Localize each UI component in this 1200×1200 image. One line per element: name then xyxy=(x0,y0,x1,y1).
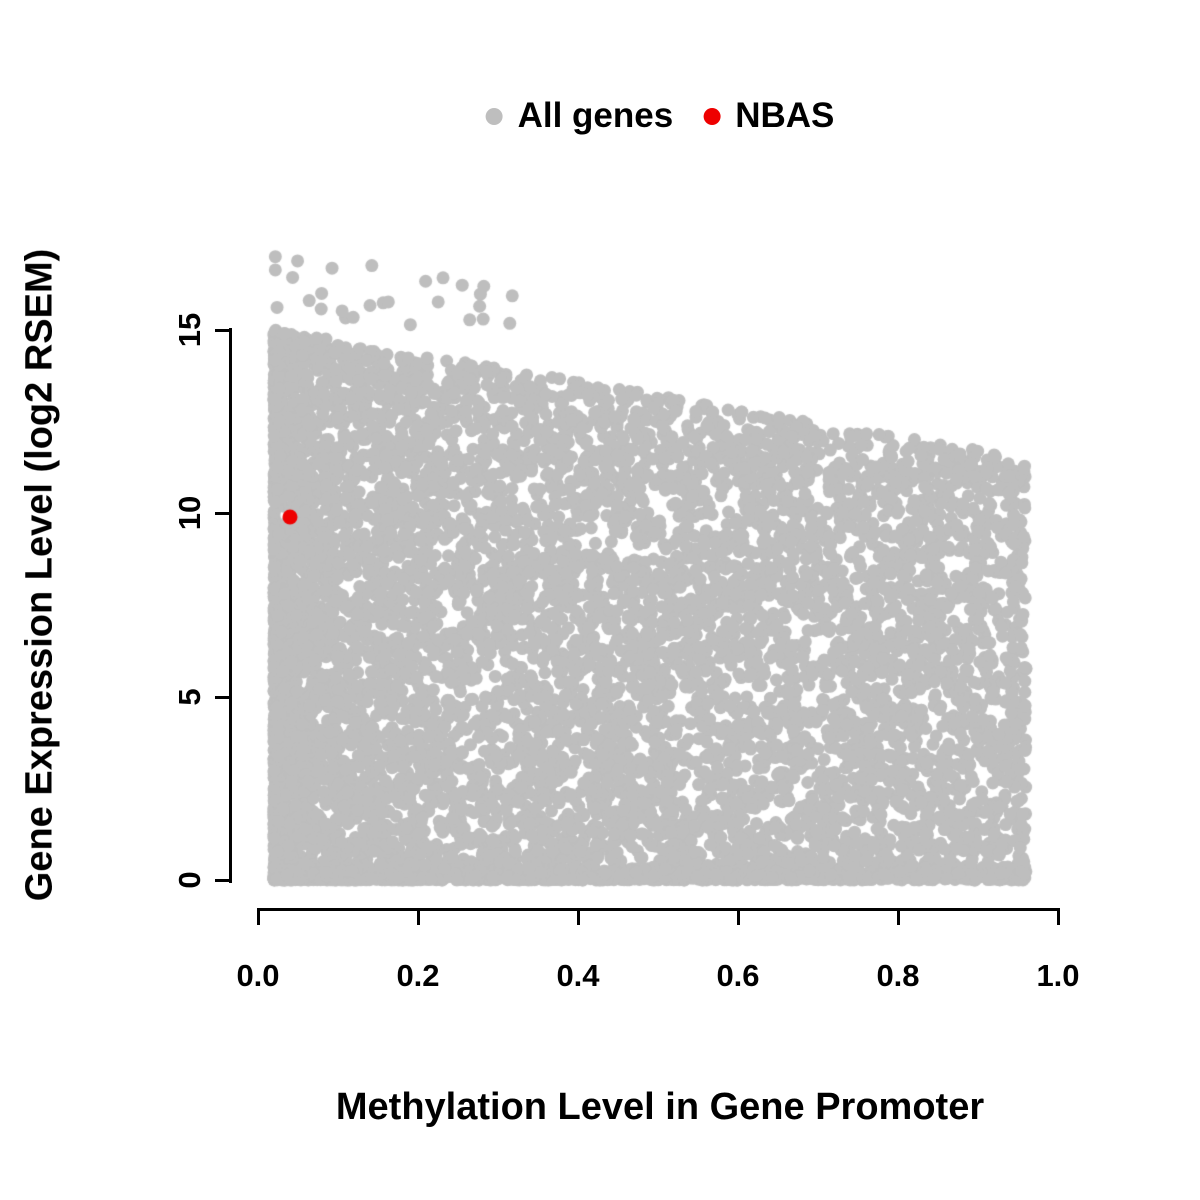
x-axis-title: Methylation Level in Gene Promoter xyxy=(335,1086,985,1128)
x-tick-0.8 xyxy=(897,911,900,925)
x-tick-label-0.8: 0.8 xyxy=(876,958,920,993)
y-tick-5 xyxy=(215,696,229,699)
legend-label-nbas: NBAS xyxy=(735,96,835,135)
x-tick-0.0 xyxy=(257,911,260,925)
y-axis-title: Gene Expression Level (log2 RSEM) xyxy=(18,248,61,902)
legend-item-nbas: NBAS xyxy=(703,96,834,136)
x-tick-label-0.4: 0.4 xyxy=(556,958,600,993)
x-tick-1.0 xyxy=(1057,911,1060,925)
x-tick-label-1.0: 1.0 xyxy=(1036,958,1080,993)
x-axis-line xyxy=(257,908,1060,911)
red-dot-icon xyxy=(703,107,721,125)
x-tick-0.6 xyxy=(737,911,740,925)
y-tick-label-5: 5 xyxy=(172,688,207,706)
gray-dot-icon xyxy=(485,107,503,125)
legend: All genes NBAS xyxy=(485,96,834,136)
x-tick-0.4 xyxy=(577,911,580,925)
y-tick-10 xyxy=(215,512,229,515)
legend-label-all-genes: All genes xyxy=(517,96,674,135)
legend-item-all-genes: All genes xyxy=(485,96,674,136)
y-tick-0 xyxy=(215,879,229,882)
x-tick-label-0.6: 0.6 xyxy=(716,958,760,993)
y-axis-line xyxy=(229,328,232,883)
x-tick-0.2 xyxy=(417,911,420,925)
y-tick-label-0: 0 xyxy=(172,871,207,889)
x-tick-label-0.0: 0.0 xyxy=(236,958,280,993)
y-tick-label-10: 10 xyxy=(172,495,207,531)
y-tick-15 xyxy=(215,329,229,332)
x-tick-label-0.2: 0.2 xyxy=(396,958,440,993)
y-tick-label-15: 15 xyxy=(172,312,207,348)
